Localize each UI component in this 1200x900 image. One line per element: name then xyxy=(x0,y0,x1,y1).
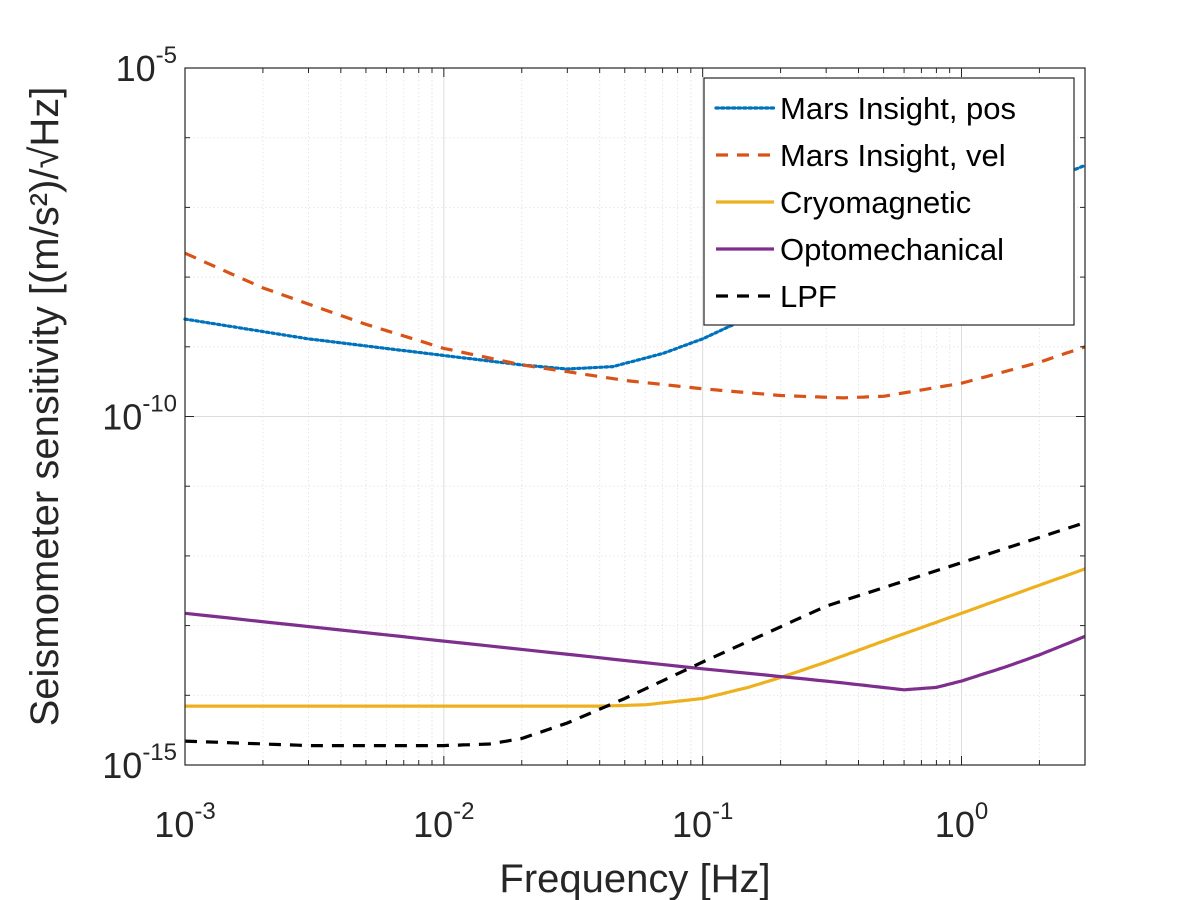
legend-label-optomechanical: Optomechanical xyxy=(780,232,1004,267)
y-tick-label: 10-10 xyxy=(102,391,177,438)
x-axis-label: Frequency [Hz] xyxy=(499,857,770,900)
series-line-mars-insight-vel xyxy=(184,251,1086,400)
legend-label-mars-insight-vel: Mars Insight, vel xyxy=(780,138,1006,173)
x-tick-label: 10-1 xyxy=(672,798,733,845)
x-tick-label: 10-2 xyxy=(413,798,474,845)
legend-label-mars-insight-pos: Mars Insight, pos xyxy=(780,91,1016,126)
legend: Mars Insight, pos Mars Insight, vel Cryoma… xyxy=(703,77,1075,326)
x-tick-label: 100 xyxy=(935,798,988,845)
legend-label-cryomagnetic: Cryomagnetic xyxy=(780,185,971,220)
legend-label-lpf: LPF xyxy=(780,279,837,314)
x-tick-label: 10-3 xyxy=(154,798,215,845)
series-line-cryomagnetic xyxy=(185,567,1086,708)
axis-ticks xyxy=(184,67,1086,766)
tick-labels: 10-3 10-2 10-1 100 10-15 10-10 10-5 xyxy=(102,42,988,845)
series-line-lpf xyxy=(184,521,1086,748)
y-tick-label: 10-15 xyxy=(102,739,177,786)
series-line-optomechanical xyxy=(184,611,1086,692)
y-axis-label: Seismometer sensitivity [(m/s²)/√Hz] xyxy=(23,87,67,727)
y-tick-label: 10-5 xyxy=(116,42,177,89)
